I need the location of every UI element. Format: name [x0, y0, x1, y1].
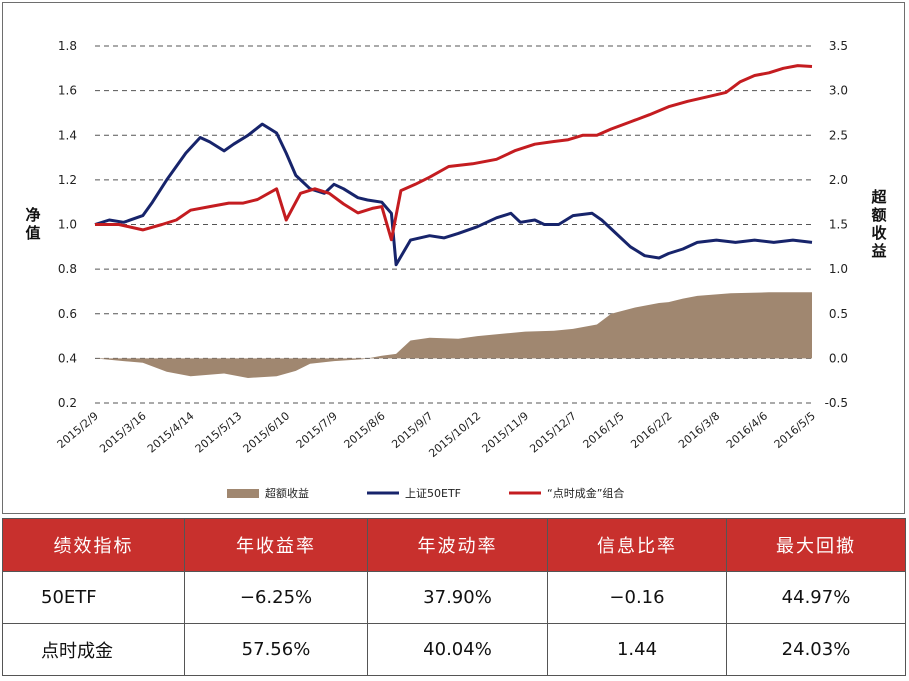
legend-label: 超额收益 [265, 486, 309, 500]
left-tick-label: 1.2 [58, 173, 77, 187]
x-tick-label: 2015/11/9 [480, 409, 532, 455]
cell-annual-volatility: 40.04% [367, 623, 548, 676]
x-tick-label: 2015/4/14 [145, 409, 197, 455]
axis-title-char: 值 [25, 224, 40, 242]
right-tick-label: -0.5 [825, 396, 848, 410]
portfolio-series-line [95, 64, 813, 242]
x-tick-label: 2015/6/10 [241, 409, 293, 455]
left-tick-label: 0.4 [58, 351, 77, 365]
row-label-portfolio: 点时成金 [2, 623, 185, 676]
left-tick-label: 1.6 [58, 84, 77, 98]
axis-title-char: 收 [871, 224, 886, 242]
cell-annual-return: −6.25% [184, 571, 368, 624]
right-tick-label: 1.0 [829, 262, 848, 276]
right-tick-label: 0.5 [829, 307, 848, 321]
left-tick-label: 0.8 [58, 262, 77, 276]
cell-annual-volatility: 37.90% [367, 571, 548, 624]
left-tick-label: 1.4 [58, 128, 77, 142]
legend-item: 超额收益 [227, 486, 309, 500]
x-tick-label: 2015/10/12 [426, 409, 483, 460]
axis-title-char: 额 [871, 206, 886, 224]
header-annual-return: 年收益率 [184, 518, 368, 572]
legend-label: “点时成金”组合 [547, 486, 624, 500]
excess-return-area [95, 292, 812, 378]
x-tick-label: 2015/9/7 [389, 409, 435, 451]
legend-item: “点时成金”组合 [509, 486, 624, 500]
x-tick-label: 2016/2/2 [628, 409, 674, 451]
legend-item: 上证50ETF [367, 487, 461, 500]
table-row: 点时成金 57.56% 40.04% 1.44 24.03% [2, 623, 906, 676]
left-tick-label: 1.8 [58, 39, 77, 53]
left-tick-label: 0.6 [58, 307, 77, 321]
right-tick-label: 2.0 [829, 173, 848, 187]
cell-information-ratio: 1.44 [547, 623, 727, 676]
cell-annual-return: 57.56% [184, 623, 368, 676]
etf-series-line [94, 122, 813, 267]
legend-swatch [227, 489, 259, 498]
legend-label: 上证50ETF [405, 487, 461, 500]
right-tick-label: 0.0 [829, 351, 848, 365]
x-tick-label: 2015/7/9 [294, 409, 340, 451]
left-tick-label: 1.0 [58, 218, 77, 232]
x-tick-label: 2015/8/6 [342, 409, 388, 451]
cell-max-drawdown: 44.97% [726, 571, 906, 624]
chart-panel: 1.8 1.6 1.4 1.2 1.0 0.8 0.6 0.4 0.2 3.5 3.0 2.5 2.0… [2, 2, 905, 514]
header-information-ratio: 信息比率 [547, 518, 727, 572]
left-tick-label: 0.2 [58, 396, 77, 410]
line-area-chart: 1.8 1.6 1.4 1.2 1.0 0.8 0.6 0.4 0.2 3.5 3.0 2.5 2.0… [25, 39, 887, 500]
performance-table: 绩效指标 年收益率 年波动率 信息比率 最大回撤 50ETF −6.25% 37… [2, 518, 906, 676]
x-tick-label: 2016/1/5 [581, 409, 627, 451]
x-tick-label: 2015/5/13 [193, 409, 245, 455]
table-row: 50ETF −6.25% 37.90% −0.16 44.97% [2, 571, 906, 624]
cell-max-drawdown: 24.03% [726, 623, 906, 676]
x-tick-label: 2016/4/6 [724, 409, 770, 451]
right-tick-label: 3.5 [829, 39, 848, 53]
table-header-row: 绩效指标 年收益率 年波动率 信息比率 最大回撤 [2, 518, 906, 572]
x-tick-label: 2016/5/5 [772, 409, 818, 451]
axis-title-char: 益 [871, 242, 886, 260]
x-tick-label: 2015/2/9 [55, 409, 101, 451]
header-annual-volatility: 年波动率 [367, 518, 548, 572]
header-metric: 绩效指标 [2, 518, 185, 572]
axis-title-char: 超 [870, 188, 887, 206]
cell-information-ratio: −0.16 [547, 571, 727, 624]
x-tick-label: 2016/3/8 [676, 409, 722, 451]
left-axis-title: 净值 [25, 206, 40, 242]
right-axis-title: 超额收益 [870, 188, 887, 260]
x-tick-label: 2015/12/7 [527, 409, 579, 455]
x-tick-label: 2015/3/16 [97, 409, 149, 455]
row-label-50etf: 50ETF [2, 571, 185, 624]
header-max-drawdown: 最大回撤 [726, 518, 906, 572]
right-tick-label: 2.5 [829, 128, 848, 142]
right-tick-label: 1.5 [829, 218, 848, 232]
axis-title-char: 净 [25, 206, 40, 224]
right-tick-label: 3.0 [829, 84, 848, 98]
